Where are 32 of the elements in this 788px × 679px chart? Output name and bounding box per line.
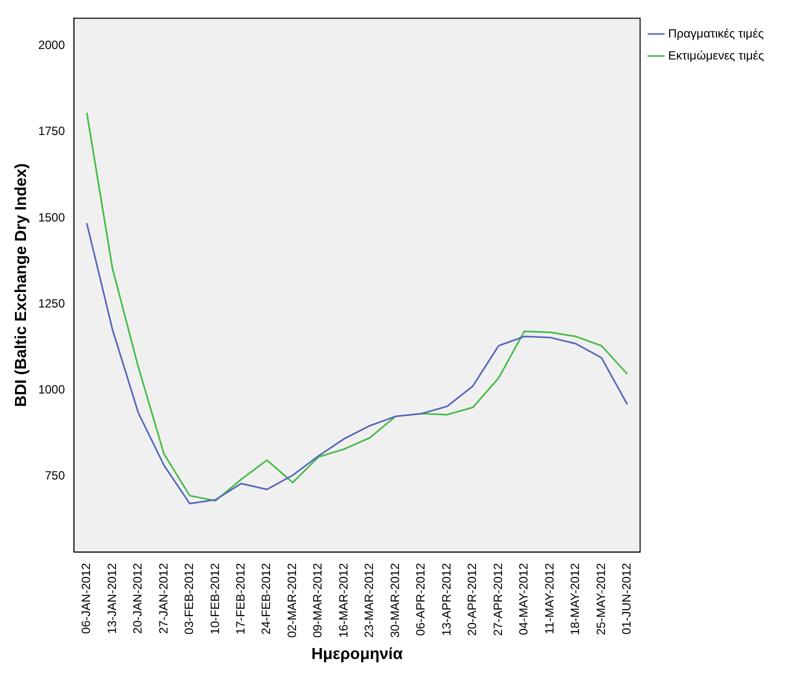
x-tick-label: 16-MAR-2012 (336, 562, 350, 638)
y-tick-label: 1000 (38, 382, 66, 397)
x-tick-label: 20-APR-2012 (465, 562, 480, 636)
y-tick-label: 1750 (38, 124, 66, 138)
x-tick-label: 01-JUN-2012 (620, 562, 634, 634)
x-tick-label: 27-JAN-2012 (156, 562, 170, 634)
x-tick-label: 10-FEB-2012 (208, 562, 222, 634)
x-tick-label: 03-FEB-2012 (182, 562, 196, 634)
x-tick-label: 13-JAN-2012 (104, 562, 119, 634)
x-tick-label: 06-APR-2012 (414, 562, 428, 636)
x-tick-label: 17-FEB-2012 (234, 562, 248, 634)
x-tick-label: 06-JAN-2012 (79, 562, 94, 634)
y-axis-title: BDI (Baltic Exchange Dry Index) (13, 163, 30, 407)
x-tick-label: 30-MAR-2012 (388, 562, 402, 638)
x-tick-label: 09-MAR-2012 (310, 562, 325, 638)
x-tick-label: 23-MAR-2012 (362, 562, 376, 638)
x-tick-label: 27-APR-2012 (490, 562, 505, 636)
x-tick-label: 02-MAR-2012 (284, 562, 299, 638)
x-tick-label: 24-FEB-2012 (259, 562, 274, 634)
y-tick-label: 2000 (38, 38, 66, 52)
legend-label: Εκτιμώμενες τιμές (668, 48, 764, 62)
y-tick-label: 750 (44, 468, 66, 483)
x-tick-label: 13-APR-2012 (439, 562, 454, 636)
y-tick-label: 1500 (38, 210, 66, 224)
x-tick-label: 11-MAY-2012 (542, 562, 556, 634)
x-axis-title: Ημερομηνία (311, 646, 403, 663)
y-tick-label: 1250 (38, 296, 66, 310)
legend-label: Πραγματικές τιμές (668, 26, 764, 40)
x-tick-label: 25-MAY-2012 (594, 562, 608, 636)
x-tick-label: 18-MAY-2012 (568, 562, 582, 636)
x-tick-label: 04-MAY-2012 (516, 562, 531, 636)
x-tick-label: 20-JAN-2012 (130, 562, 145, 634)
